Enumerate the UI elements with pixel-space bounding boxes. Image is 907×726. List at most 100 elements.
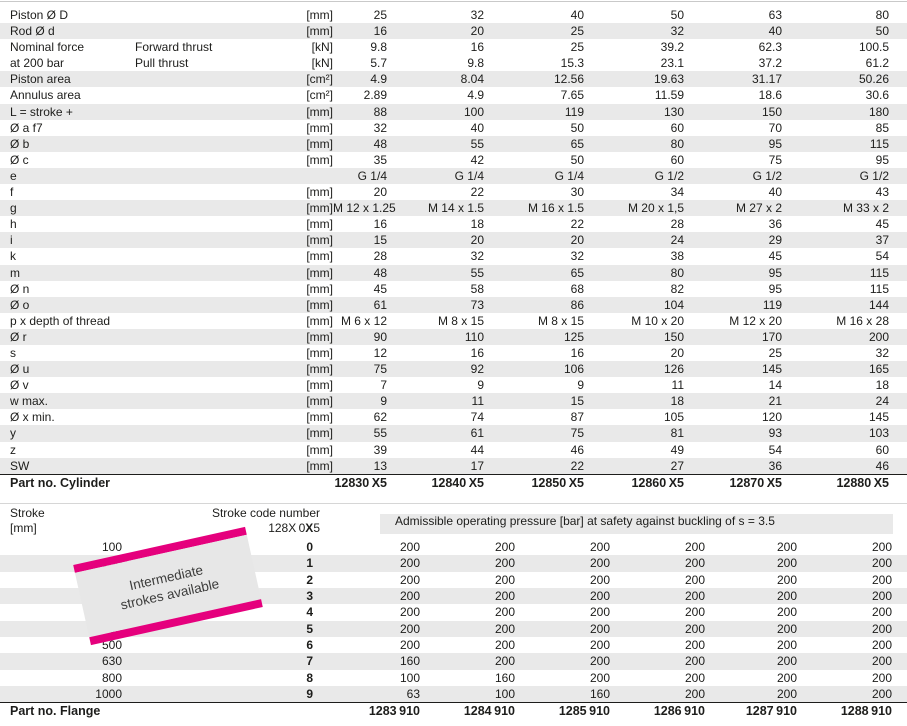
cell-value: 5.7 bbox=[370, 56, 387, 71]
cell-value: 12850 X5 bbox=[484, 473, 584, 491]
row-sublabel bbox=[135, 71, 285, 88]
spec-table-row: Piston area [cm²] 4.9 8.04 12.56 19.63 3… bbox=[0, 71, 907, 88]
cell-value: 15.3 bbox=[560, 56, 584, 71]
stroke-code-pattern: 128X 0X5 bbox=[268, 521, 320, 535]
cell-value: 86 bbox=[484, 296, 584, 313]
pressure-value: 200 bbox=[589, 605, 610, 620]
row-label: f bbox=[10, 185, 14, 200]
cell-value: 32 bbox=[470, 8, 484, 22]
stroke-header-label: Stroke bbox=[10, 506, 45, 520]
pressure-value: 63 bbox=[320, 686, 420, 703]
spec-table-row: k [mm] 28 32 32 38 45 54 bbox=[0, 248, 907, 264]
cell-value: 48 bbox=[333, 135, 387, 152]
cell-value: 15 bbox=[333, 232, 387, 249]
pressure-value: 200 bbox=[610, 588, 705, 605]
spec-table-row: SW [mm] 13 17 22 27 36 46 bbox=[0, 457, 907, 475]
cell-value: 22 bbox=[570, 217, 584, 232]
row-sublabel bbox=[135, 152, 285, 168]
cell-value: 12 bbox=[373, 345, 387, 360]
cell-value: 9.8 bbox=[370, 40, 387, 55]
row-sublabel bbox=[135, 313, 285, 329]
spec-table-row: Ø x min. [mm] 62 74 87 105 120 145 bbox=[0, 409, 907, 425]
cell-value: 13 bbox=[333, 457, 387, 475]
cell-value: 35 bbox=[373, 152, 387, 167]
spec-table-row: Ø a f7 [mm] 32 40 50 60 70 85 bbox=[0, 120, 907, 136]
cell-value: 20 bbox=[484, 232, 584, 249]
cell-value: 9 bbox=[477, 378, 484, 393]
cell-value: 22 bbox=[484, 457, 584, 475]
row-spacer bbox=[889, 39, 907, 55]
cell-value: 126 bbox=[584, 361, 684, 378]
pressure-value: 200 bbox=[797, 555, 892, 572]
cell-value: 65 bbox=[484, 135, 584, 152]
row-spacer bbox=[889, 393, 907, 410]
row-spacer bbox=[889, 296, 907, 313]
row-label: z bbox=[10, 442, 16, 457]
cell-value: 12830 X5 bbox=[333, 473, 387, 491]
cell-value: 145 bbox=[684, 361, 782, 378]
cell-value: 120 bbox=[761, 410, 782, 425]
row-spacer bbox=[892, 555, 907, 572]
cell-value: 40 bbox=[768, 185, 782, 200]
cell-value: 12860 X5 bbox=[584, 473, 684, 491]
cell-value: 73 bbox=[387, 296, 484, 313]
stroke-code-value: 2 bbox=[306, 572, 313, 587]
row-unit: [kN] bbox=[311, 40, 333, 55]
cell-value: 25 bbox=[768, 345, 782, 360]
cell-value: 17 bbox=[387, 457, 484, 475]
row-unit: [mm] bbox=[285, 296, 333, 313]
cell-value: 80 bbox=[584, 264, 684, 281]
cell-value: 34 bbox=[670, 185, 684, 200]
cell-value: 29 bbox=[684, 232, 782, 249]
cell-value: 23.1 bbox=[660, 56, 684, 71]
pressure-value: 200 bbox=[494, 638, 515, 653]
cell-value: 95 bbox=[768, 281, 782, 296]
cell-value: 12870 X5 bbox=[684, 473, 782, 491]
cell-value: M 8 x 15 bbox=[437, 313, 484, 328]
pressure-value: 200 bbox=[320, 555, 420, 572]
row-spacer bbox=[889, 167, 907, 185]
row-spacer bbox=[889, 135, 907, 152]
cell-value: M 8 x 15 bbox=[537, 313, 584, 328]
cell-value: 37.2 bbox=[758, 56, 782, 71]
pressure-value: 200 bbox=[320, 620, 420, 638]
pressure-value: 200 bbox=[871, 605, 892, 620]
cell-value: G 1/4 bbox=[333, 167, 387, 185]
row-label: Piston Ø D bbox=[10, 8, 69, 22]
pressure-value: 200 bbox=[705, 588, 797, 605]
cell-value: 50 bbox=[570, 120, 584, 135]
stroke-table-header: Stroke [mm] Stroke code number 128X 0X5 … bbox=[0, 505, 907, 539]
row-unit: [mm] bbox=[306, 281, 333, 296]
cell-value: 58 bbox=[470, 281, 484, 296]
spec-table-row: at 200 bar Pull thrust [kN] 5.7 9.8 15.3… bbox=[0, 55, 907, 71]
cell-value: 81 bbox=[584, 425, 684, 442]
cell-value: 50 bbox=[670, 8, 684, 22]
row-sublabel: Forward thrust bbox=[135, 40, 213, 55]
spec-table-row: w max. [mm] 9 11 15 18 21 24 bbox=[0, 393, 907, 410]
pressure-value: 200 bbox=[797, 588, 892, 605]
spec-table-row: Ø b [mm] 48 55 65 80 95 115 bbox=[0, 135, 907, 152]
pressure-value: 200 bbox=[776, 638, 797, 653]
cell-value: 119 bbox=[684, 296, 782, 313]
cell-value: 32 bbox=[373, 120, 387, 135]
spec-table-row: Nominal force Forward thrust [kN] 9.8 16… bbox=[0, 39, 907, 55]
cell-value: M 33 x 2 bbox=[782, 200, 889, 217]
pressure-value: 200 bbox=[589, 540, 610, 554]
pressure-value: 200 bbox=[610, 620, 705, 638]
row-label: Ø n bbox=[10, 281, 30, 296]
cell-value: 200 bbox=[782, 328, 889, 345]
pressure-value: 200 bbox=[776, 572, 797, 587]
cell-value: 32 bbox=[570, 249, 584, 264]
spec-table-row: p x depth of thread [mm] M 6 x 12 M 8 x … bbox=[0, 313, 907, 329]
row-label: Rod Ø d bbox=[0, 23, 135, 40]
cell-value: 19.63 bbox=[584, 71, 684, 88]
pressure-value: 200 bbox=[610, 555, 705, 572]
cell-value: 39.2 bbox=[660, 40, 684, 55]
row-label: s bbox=[10, 345, 16, 360]
cell-value: 16 bbox=[333, 23, 387, 40]
row-label: p x depth of thread bbox=[10, 313, 111, 328]
row-label: Annulus area bbox=[10, 88, 81, 103]
row-spacer bbox=[892, 637, 907, 653]
cell-value: 50 bbox=[570, 152, 584, 167]
row-sublabel bbox=[135, 216, 285, 232]
